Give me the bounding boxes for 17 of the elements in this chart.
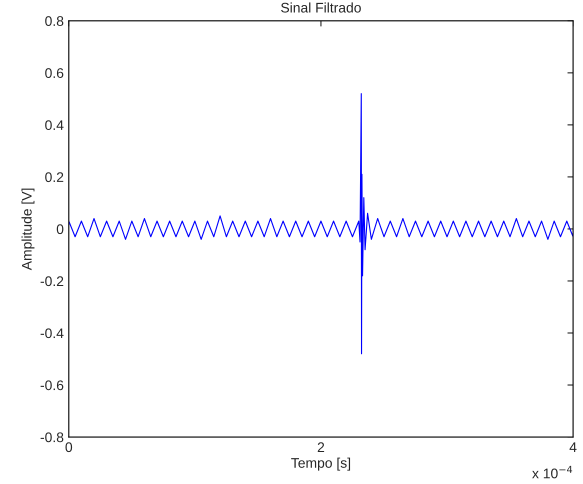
y-tick-label: 0 xyxy=(56,224,64,234)
y-tick-label: 0.2 xyxy=(45,172,64,182)
y-tick-label: -0.8 xyxy=(40,432,64,442)
y-tick-label: -0.2 xyxy=(40,276,64,286)
x-tick-label: 4 xyxy=(570,442,577,452)
y-tick-label: 0.4 xyxy=(45,120,64,130)
line-series xyxy=(68,93,574,354)
chart-title: Sinal Filtrado xyxy=(281,2,361,13)
x-tick-label: 0 xyxy=(65,442,72,452)
y-axis-title: Amplitude [V] xyxy=(22,188,34,270)
y-tick-label: -0.6 xyxy=(40,380,64,390)
y-tick-label: -0.4 xyxy=(40,328,64,338)
x-tick-label: 2 xyxy=(318,442,324,452)
y-tick-label: 0.8 xyxy=(45,16,64,26)
x-axis-title: Tempo [s] xyxy=(291,458,350,471)
y-tick-label: 0.6 xyxy=(45,68,64,78)
text: x 10$^{−4}$ xyxy=(532,466,572,478)
